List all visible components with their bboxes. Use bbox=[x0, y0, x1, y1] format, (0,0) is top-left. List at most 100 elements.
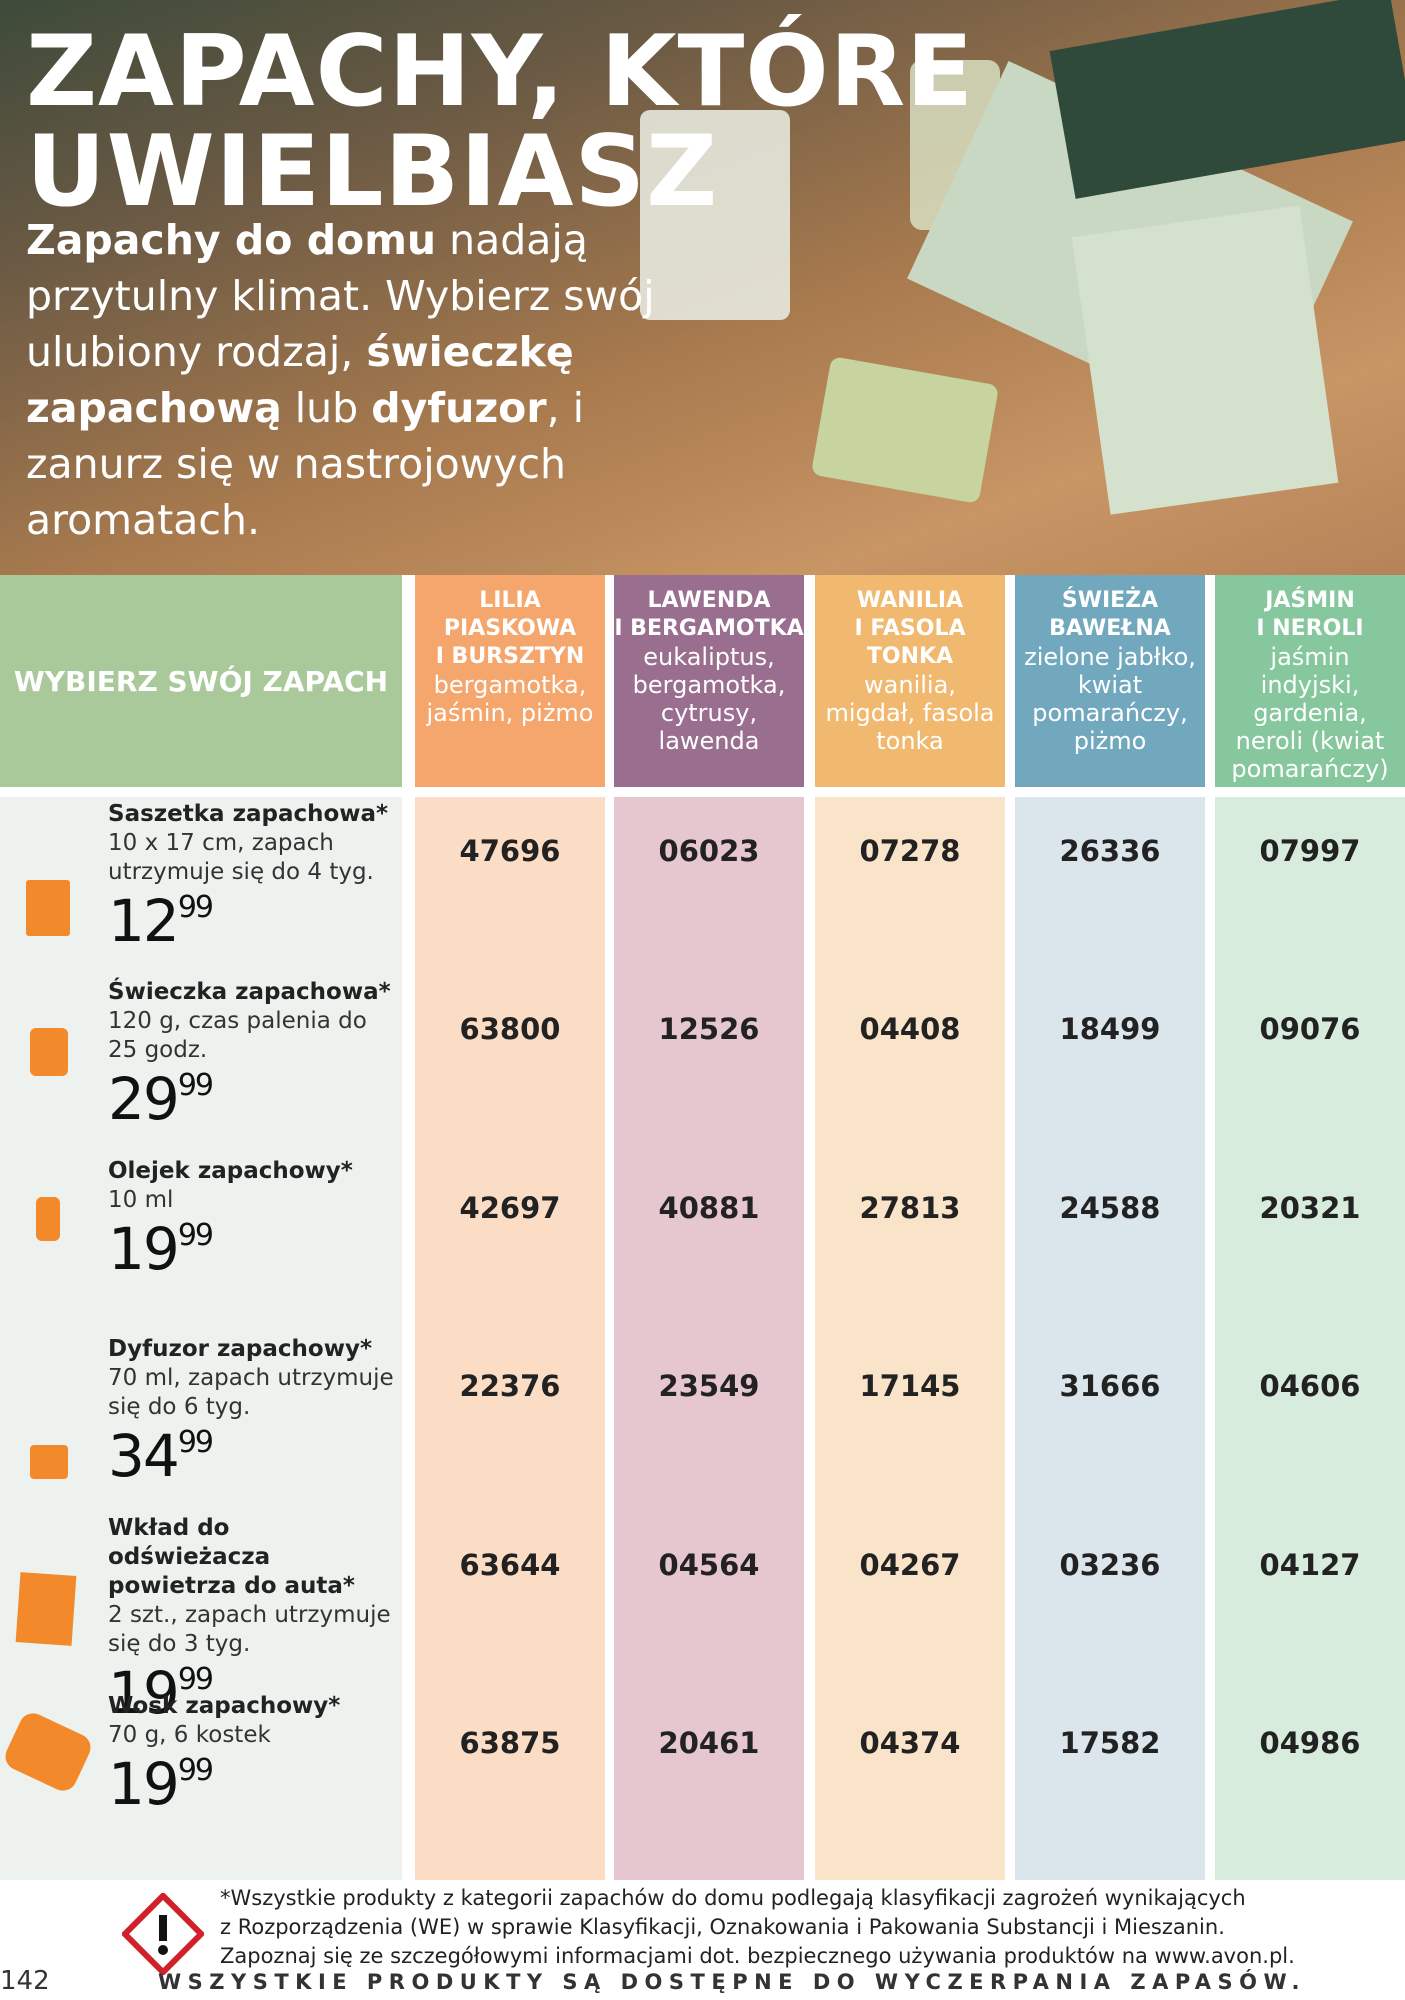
product-info: Wkład do odświeżacza powietrza do auta* 2… bbox=[108, 1514, 398, 1723]
column-notes: jaśmin indyjski, gardenia, neroli (kwiat… bbox=[1231, 643, 1389, 783]
footer-note: Zapoznaj się ze szczegółowymi informacja… bbox=[220, 1944, 1295, 1968]
cloth bbox=[1049, 0, 1405, 199]
candle-jar bbox=[640, 110, 790, 320]
column-name: I BERGAMOTKA bbox=[614, 616, 804, 641]
product-name: Olejek zapachowy* bbox=[108, 1158, 353, 1184]
column-name: I NEROLI bbox=[1256, 616, 1364, 641]
column-name: ŚWIEŻA bbox=[1061, 588, 1159, 613]
column-body bbox=[614, 797, 804, 1880]
intro-text: nadają przytulny klimat. Wybierz swój ul… bbox=[26, 216, 655, 376]
price: 2999 bbox=[108, 1068, 398, 1130]
column-header: LILIA PIASKOWA I BURSZTYN bergamotka, jaśmi… bbox=[415, 575, 605, 787]
product-code: 03236 bbox=[1059, 1548, 1161, 1582]
intro-text: Zapachy do domu bbox=[26, 216, 437, 264]
price-whole: 19 bbox=[108, 1659, 180, 1727]
price-whole: 19 bbox=[108, 1750, 180, 1818]
column-header: JAŚMIN I NEROLI jaśmin indyjski, gardenia,… bbox=[1215, 575, 1405, 787]
product-code: 47696 bbox=[459, 834, 561, 868]
product-code: 04564 bbox=[658, 1548, 760, 1582]
product-icon bbox=[26, 880, 70, 936]
price: 1999 bbox=[108, 1663, 398, 1724]
price-cents: 99 bbox=[177, 1068, 214, 1103]
product-info: Świeczka zapachowa* 120 g, czas palenia d… bbox=[108, 978, 398, 1129]
product-code: 17582 bbox=[1059, 1726, 1161, 1760]
product-name: Wosk zapachowy* bbox=[108, 1693, 341, 1719]
product-code: 27813 bbox=[859, 1191, 961, 1225]
product-code: 20321 bbox=[1259, 1191, 1361, 1225]
product-info: Olejek zapachowy* 10 ml 1999 bbox=[108, 1157, 398, 1279]
column-name: LAWENDA bbox=[647, 588, 771, 613]
product-info: Saszetka zapachowa* 10 x 17 cm, zapach ut… bbox=[108, 800, 398, 951]
product-code: 22376 bbox=[459, 1369, 561, 1403]
footer-note: *Wszystkie produkty z kategorii zapachów… bbox=[220, 1886, 1246, 1910]
product-description: 2 szt., zapach utrzymuje się do 3 tyg. bbox=[108, 1602, 391, 1657]
price-whole: 12 bbox=[108, 887, 180, 955]
product-code: 63875 bbox=[459, 1726, 561, 1760]
product-info: Dyfuzor zapachowy* 70 ml, zapach utrzymuj… bbox=[108, 1335, 398, 1486]
product-code: 04127 bbox=[1259, 1548, 1361, 1582]
product-icon bbox=[36, 1197, 60, 1241]
column-body bbox=[415, 797, 605, 1880]
price-cents: 99 bbox=[177, 890, 214, 925]
product-description: 70 g, 6 kostek bbox=[108, 1722, 271, 1748]
product-info: Wosk zapachowy* 70 g, 6 kostek 1999 bbox=[108, 1692, 398, 1814]
column-header: ŚWIEŻA BAWEŁNA zielone jabłko, kwiat pomar… bbox=[1015, 575, 1205, 787]
column-name: I BURSZTYN bbox=[435, 644, 585, 669]
product-code: 23549 bbox=[658, 1369, 760, 1403]
product-code: 07278 bbox=[859, 834, 961, 868]
product-description: 10 x 17 cm, zapach utrzymuje się do 4 ty… bbox=[108, 830, 374, 885]
column-header: LAWENDA I BERGAMOTKA eukaliptus, bergamotk… bbox=[614, 575, 804, 787]
product-code: 40881 bbox=[658, 1191, 760, 1225]
product-description: 10 ml bbox=[108, 1187, 174, 1213]
title: UWIELBIASZ bbox=[26, 115, 719, 229]
intro-text: świeczkę zapachową bbox=[26, 328, 574, 432]
product-code: 07997 bbox=[1259, 834, 1361, 868]
wax-melt bbox=[810, 356, 1000, 504]
price: 1299 bbox=[108, 890, 398, 952]
product-code: 04606 bbox=[1259, 1369, 1361, 1403]
column-name: PIASKOWA bbox=[443, 616, 577, 641]
price-cents: 99 bbox=[177, 1218, 214, 1253]
product-code: 09076 bbox=[1259, 1012, 1361, 1046]
sachet bbox=[1071, 205, 1339, 515]
product-code: 18499 bbox=[1059, 1012, 1161, 1046]
price-cents: 99 bbox=[177, 1425, 214, 1460]
product-code: 63800 bbox=[459, 1012, 561, 1046]
title: ZAPACHY, KTÓRE bbox=[26, 15, 975, 129]
hero-photo bbox=[0, 0, 1405, 575]
column-notes: zielone jabłko, kwiat pomarańczy, piżmo bbox=[1024, 643, 1196, 755]
price: 3499 bbox=[108, 1425, 398, 1487]
product-code: 04986 bbox=[1259, 1726, 1361, 1760]
column-name: I FASOLA bbox=[854, 616, 966, 641]
product-name: Saszetka zapachowa* bbox=[108, 801, 389, 827]
warning-icon bbox=[122, 1893, 204, 1975]
product-column bbox=[0, 797, 402, 1880]
product-description: 120 g, czas palenia do 25 godz. bbox=[108, 1008, 367, 1063]
product-icon bbox=[30, 1028, 68, 1076]
product-icon bbox=[15, 1572, 77, 1646]
banner: WSZYSTKIE PRODUKTY SĄ DOSTĘPNE DO WYCZER… bbox=[158, 1970, 1306, 1994]
product-description: 70 ml, zapach utrzymuje się do 6 tyg. bbox=[108, 1365, 394, 1420]
product-code: 20461 bbox=[658, 1726, 760, 1760]
price: 1999 bbox=[108, 1754, 398, 1815]
column-name: TONKA bbox=[866, 644, 954, 669]
price-whole: 19 bbox=[108, 1215, 180, 1283]
product-name: Dyfuzor zapachowy* bbox=[108, 1336, 372, 1362]
column-body bbox=[1215, 797, 1405, 1880]
product-code: 06023 bbox=[658, 834, 760, 868]
column-header: WANILIA I FASOLA TONKA wanilia, migdał, fas… bbox=[815, 575, 1005, 787]
table-header-label: WYBIERZ SWÓJ ZAPACH bbox=[0, 575, 402, 787]
intro-text: lub bbox=[281, 384, 372, 432]
column-notes: bergamotka, jaśmin, piżmo bbox=[426, 671, 594, 727]
product-icon bbox=[30, 1445, 68, 1479]
price-whole: 34 bbox=[108, 1422, 180, 1490]
product-code: 04267 bbox=[859, 1548, 961, 1582]
price: 1999 bbox=[108, 1218, 398, 1280]
price-whole: 29 bbox=[108, 1065, 180, 1133]
product-code: 12526 bbox=[658, 1012, 760, 1046]
column-notes: eukaliptus, bergamotka, cytrusy, lawenda bbox=[632, 643, 786, 755]
column-name: WANILIA bbox=[856, 588, 964, 613]
product-code: 04408 bbox=[859, 1012, 961, 1046]
product-code: 24588 bbox=[1059, 1191, 1161, 1225]
